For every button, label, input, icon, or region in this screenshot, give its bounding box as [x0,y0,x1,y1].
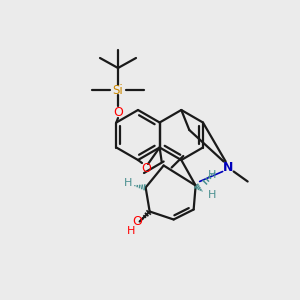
Text: O: O [113,106,123,118]
Text: Si: Si [112,83,123,97]
Text: H: H [208,170,216,181]
Text: H: H [208,190,216,200]
Text: O: O [133,215,142,228]
Text: H: H [127,226,135,236]
Text: O: O [141,161,151,175]
Text: N: N [223,161,233,174]
Text: H: H [124,178,132,188]
